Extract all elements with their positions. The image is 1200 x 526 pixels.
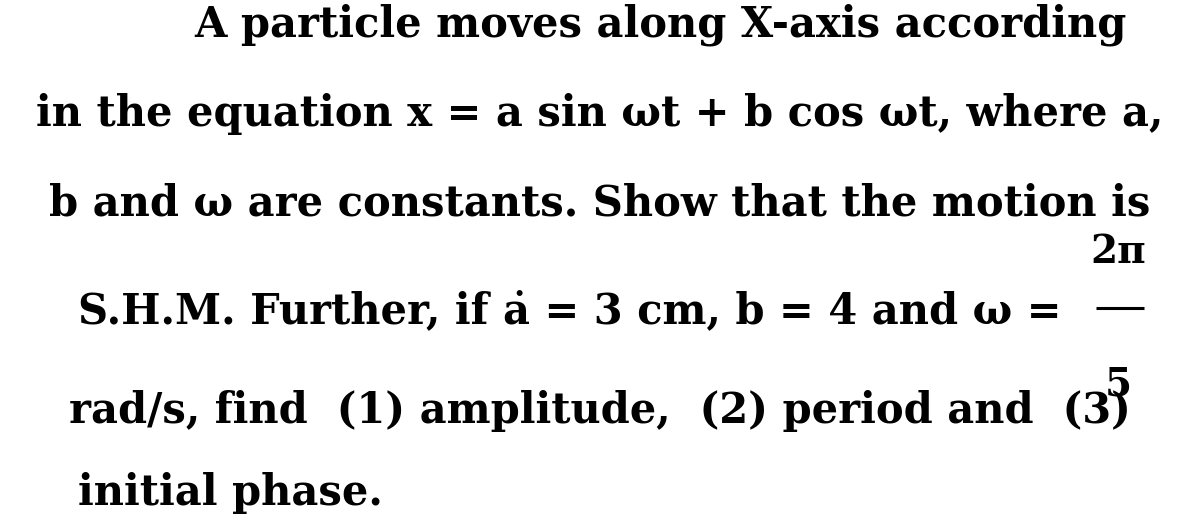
Text: 2π: 2π (1091, 233, 1146, 271)
Text: S.H.M. Further, if ȧ = 3 cm, b = 4 and ω =: S.H.M. Further, if ȧ = 3 cm, b = 4 and … (78, 290, 1062, 332)
Text: initial phase.: initial phase. (78, 472, 383, 514)
Text: rad/s, find  (1) amplitude,  (2) period and  (3): rad/s, find (1) amplitude, (2) period an… (70, 390, 1130, 432)
Text: b and ω are constants. Show that the motion is: b and ω are constants. Show that the mot… (49, 183, 1151, 225)
Text: A particle moves along X-axis according: A particle moves along X-axis according (194, 4, 1126, 46)
Text: 5: 5 (1105, 366, 1132, 403)
Text: in the equation x = a sin ωt + b cos ωt, where a,: in the equation x = a sin ωt + b cos ωt,… (36, 93, 1164, 135)
